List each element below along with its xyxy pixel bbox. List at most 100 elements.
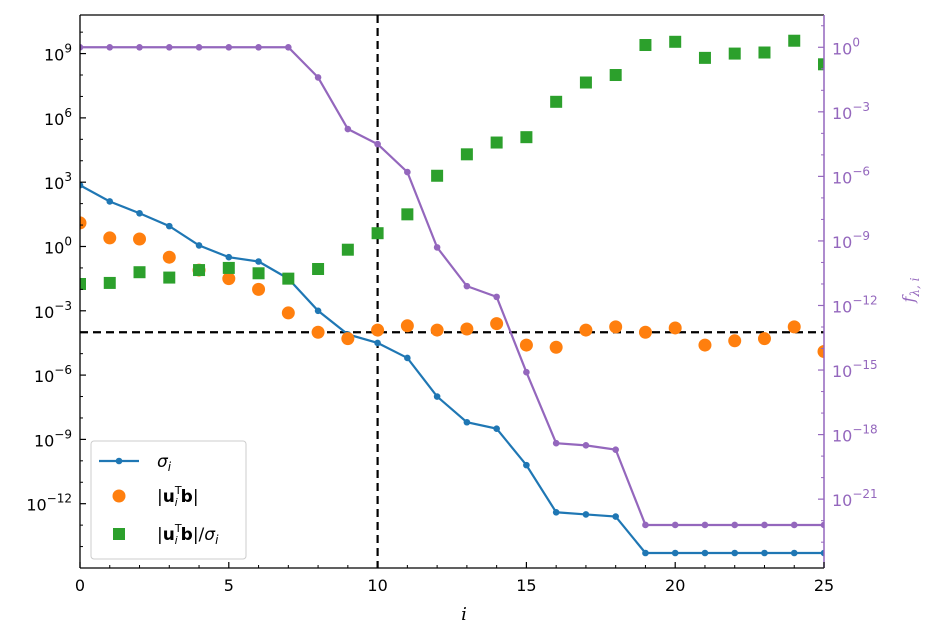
y-left-tick-label--12: 10−12 xyxy=(26,492,72,515)
point-ratio-20 xyxy=(669,35,682,48)
point-filter-1 xyxy=(106,43,114,51)
legend-utb-label: |uT i b| xyxy=(157,484,199,509)
point-utb-7 xyxy=(281,306,295,320)
series-line-sigma xyxy=(80,184,824,555)
y-right-tick-label--12: 10−12 xyxy=(832,293,878,316)
point-utb-17 xyxy=(579,323,593,337)
y-left-tick-label-0: 100 xyxy=(44,234,72,257)
point-sigma-10 xyxy=(374,339,381,347)
point-utb-8 xyxy=(311,325,325,339)
point-sigma-22 xyxy=(731,549,739,557)
point-sigma-20 xyxy=(671,549,679,557)
point-sigma-5 xyxy=(225,253,233,261)
x-tick-label-0: 0 xyxy=(75,576,85,595)
point-ratio-15 xyxy=(520,131,533,144)
y-left-tick-label-6: 106 xyxy=(44,106,72,129)
series-line-filter xyxy=(80,46,824,527)
point-ratio-16 xyxy=(550,95,563,108)
legend-sigma-marker xyxy=(115,457,123,465)
point-ratio-0 xyxy=(80,277,86,290)
point-utb-23 xyxy=(757,332,771,346)
y-left-tick-label--6: 10−6 xyxy=(34,363,72,386)
point-sigma-12 xyxy=(433,393,441,400)
point-utb-0 xyxy=(80,216,87,230)
point-filter-21 xyxy=(701,521,709,529)
y-right-tick-label--15: 10−15 xyxy=(832,358,878,381)
point-ratio-23 xyxy=(758,46,771,59)
point-ratio-11 xyxy=(401,208,414,221)
point-ratio-25 xyxy=(818,58,824,71)
point-filter-24 xyxy=(790,521,798,529)
point-sigma-0 xyxy=(80,181,84,189)
point-utb-9 xyxy=(341,332,355,346)
point-utb-5 xyxy=(222,272,236,286)
y-left-tick-label-3: 103 xyxy=(44,170,72,193)
point-utb-14 xyxy=(490,317,504,331)
series-utb xyxy=(80,216,824,359)
legend-utb-marker xyxy=(112,489,126,503)
point-ratio-24 xyxy=(788,34,801,47)
point-filter-11 xyxy=(404,168,411,176)
point-utb-24 xyxy=(787,320,801,334)
point-ratio-14 xyxy=(490,136,503,149)
point-filter-17 xyxy=(582,442,590,449)
point-sigma-11 xyxy=(404,354,411,362)
point-utb-18 xyxy=(609,320,623,334)
x-tick-label-20: 20 xyxy=(665,576,685,595)
point-utb-20 xyxy=(668,321,682,335)
point-ratio-3 xyxy=(163,271,176,284)
point-sigma-2 xyxy=(136,209,143,217)
point-utb-6 xyxy=(252,282,266,296)
series-ratio xyxy=(80,34,824,290)
point-filter-25 xyxy=(820,521,824,529)
point-filter-23 xyxy=(761,521,768,529)
y-right-tick-label--3: 10−3 xyxy=(832,100,870,123)
point-filter-5 xyxy=(225,43,233,51)
point-filter-8 xyxy=(314,74,322,81)
x-tick-label-10: 10 xyxy=(367,576,387,595)
point-ratio-22 xyxy=(728,47,741,60)
legend: σi |uT i b| |uT i b|/σi xyxy=(90,440,247,560)
point-sigma-15 xyxy=(523,461,530,469)
point-filter-14 xyxy=(493,293,500,301)
point-filter-12 xyxy=(433,244,441,251)
reference-lines xyxy=(80,15,824,568)
point-utb-19 xyxy=(638,325,652,339)
point-sigma-21 xyxy=(701,549,709,557)
point-ratio-5 xyxy=(222,261,235,274)
y-right-tick-label--6: 10−6 xyxy=(832,164,870,187)
point-ratio-12 xyxy=(431,169,444,182)
point-utb-22 xyxy=(728,334,742,348)
point-sigma-24 xyxy=(790,549,798,557)
point-utb-10 xyxy=(371,323,385,337)
point-sigma-13 xyxy=(463,418,471,426)
point-sigma-19 xyxy=(642,549,649,557)
point-ratio-13 xyxy=(460,148,473,161)
series-filter xyxy=(80,43,824,529)
point-filter-20 xyxy=(671,521,679,529)
point-ratio-1 xyxy=(103,276,116,289)
series-layer xyxy=(80,34,824,557)
x-axis-label: i xyxy=(461,604,467,625)
point-utb-1 xyxy=(103,231,117,245)
y-right-tick-label--18: 10−18 xyxy=(832,423,878,446)
point-filter-22 xyxy=(731,521,739,529)
point-filter-2 xyxy=(136,43,143,51)
point-sigma-8 xyxy=(314,307,322,315)
point-filter-10 xyxy=(374,140,381,148)
point-ratio-8 xyxy=(312,262,325,275)
point-utb-21 xyxy=(698,338,712,352)
point-ratio-7 xyxy=(282,272,295,285)
point-sigma-1 xyxy=(106,198,114,205)
y-right-tick-label--9: 10−9 xyxy=(832,229,870,252)
point-sigma-18 xyxy=(612,513,619,520)
point-sigma-23 xyxy=(761,549,768,557)
point-sigma-4 xyxy=(195,242,203,249)
y-right-axis-label: fλ, i xyxy=(899,277,922,303)
point-filter-6 xyxy=(255,43,262,51)
x-tick-label-15: 15 xyxy=(516,576,536,595)
point-sigma-3 xyxy=(165,222,173,230)
point-ratio-2 xyxy=(133,266,146,279)
axes-layer: 0 5 10 15 20 25 i 109 106 103 100 10−3 10−6 10−9 10−12… xyxy=(26,14,922,625)
